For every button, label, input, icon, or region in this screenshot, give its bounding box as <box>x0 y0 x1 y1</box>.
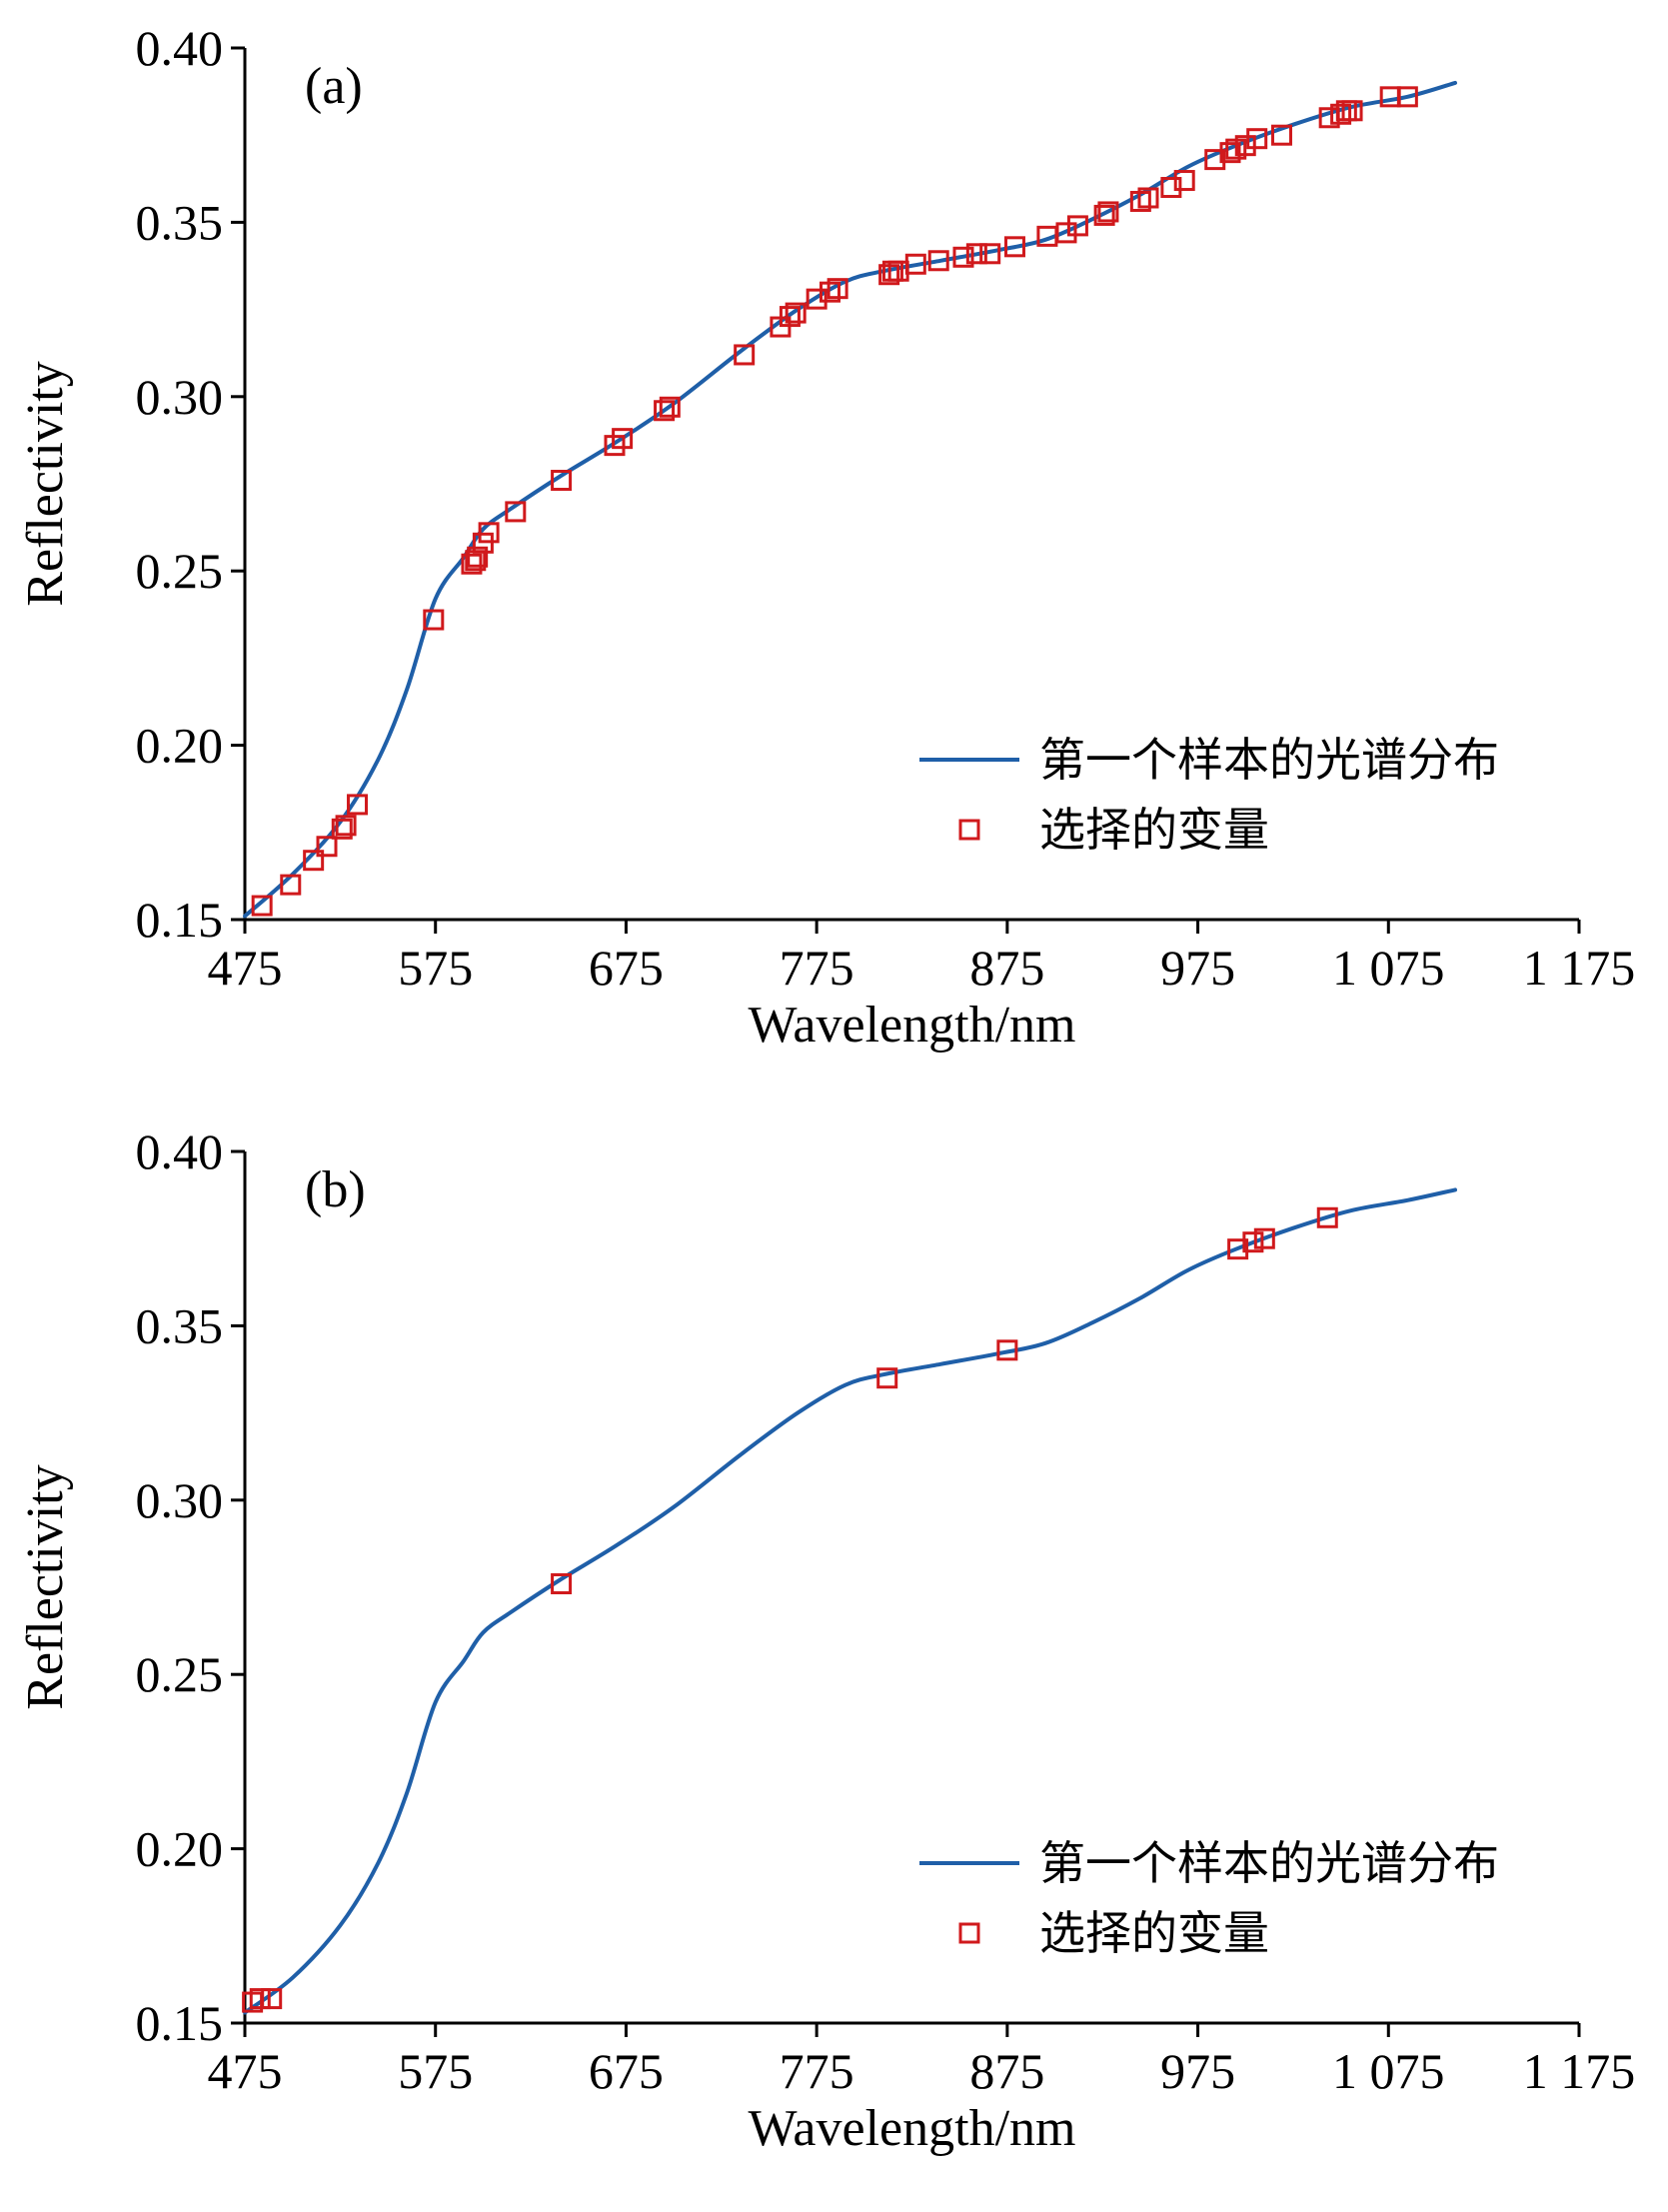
x-tick-label: 475 <box>208 2043 283 2099</box>
selected-variable-marker <box>965 243 987 265</box>
selected-variable-marker <box>316 836 338 858</box>
selected-variable-marker <box>876 1367 898 1389</box>
selected-variable-marker <box>1066 215 1088 237</box>
selected-variable-marker <box>734 344 756 366</box>
selected-variable-marker <box>423 609 445 631</box>
panel-label: (a) <box>305 58 363 115</box>
selected-variable-marker <box>551 1573 573 1595</box>
spectrum-line <box>243 80 1457 919</box>
selected-variable-marker <box>335 815 357 837</box>
x-tick-label: 1 175 <box>1523 940 1636 996</box>
x-tick-label: 1 075 <box>1332 2043 1445 2099</box>
x-tick-label: 1 075 <box>1332 940 1445 996</box>
legend-marker-swatch <box>958 819 980 841</box>
y-tick-label: 0.35 <box>136 1297 224 1353</box>
selected-variable-marker <box>251 895 273 917</box>
selected-variable-marker <box>904 253 926 275</box>
selected-variable-marker <box>1204 149 1226 171</box>
chart-panel-a: 0.15 0.20 0.25 0.30 0.35 0.40 475 575 675 775 875 9… <box>17 20 1635 1054</box>
y-tick-label: 0.40 <box>136 1123 224 1179</box>
legend-label: 选择的变量 <box>1039 803 1269 857</box>
y-tick-label: 0.35 <box>136 194 224 250</box>
y-tick-label: 0.25 <box>136 543 224 599</box>
y-tick-label: 0.30 <box>136 369 224 425</box>
y-tick-label: 0.20 <box>136 1821 224 1877</box>
selected-variable-marker <box>659 396 681 418</box>
selected-variable-marker <box>1341 100 1363 122</box>
selected-variable-marker <box>827 278 848 300</box>
legend-marker-swatch <box>958 1922 980 1944</box>
selected-variable-marker <box>478 522 500 544</box>
y-axis-title: Reflectivity <box>17 361 74 606</box>
x-tick-label: 975 <box>1160 940 1235 996</box>
x-tick-label: 575 <box>398 2043 473 2099</box>
chart-panel-b: 0.15 0.20 0.25 0.30 0.35 0.40 475 575 675 775 875 9… <box>17 1123 1635 2157</box>
y-tick-label: 0.15 <box>136 892 224 948</box>
selected-variable-marker <box>785 302 807 324</box>
spectrum-line <box>243 1187 1457 2015</box>
y-tick-label: 0.15 <box>136 1995 224 2051</box>
x-tick-label: 775 <box>780 2043 854 2099</box>
x-tick-label: 875 <box>969 940 1044 996</box>
selected-variable-marker <box>1173 170 1195 192</box>
selected-variable-marker <box>1253 1227 1275 1249</box>
y-axis-title: Reflectivity <box>17 1464 74 1709</box>
selected-variable-marker <box>1160 177 1182 199</box>
selected-variable-marker <box>551 470 573 492</box>
selected-variable-marker <box>280 874 302 896</box>
selected-variable-marker <box>467 546 489 568</box>
selected-variable-marker <box>249 1988 271 2010</box>
selected-variable-marker <box>1227 1238 1249 1260</box>
selected-variable-marker <box>1234 135 1256 157</box>
y-tick-label: 0.20 <box>136 718 224 774</box>
selected-variable-marker <box>1246 128 1268 150</box>
selected-variable-marker <box>1219 142 1241 164</box>
selected-variable-marker <box>1242 1231 1264 1253</box>
selected-variable-marker <box>1270 124 1292 146</box>
selected-variable-marker <box>996 1339 1018 1361</box>
y-tick-label: 0.25 <box>136 1646 224 1702</box>
selected-variable-marker <box>461 553 483 575</box>
x-tick-label: 675 <box>589 2043 664 2099</box>
panel-label: (b) <box>305 1161 366 1218</box>
x-tick-label: 575 <box>398 940 473 996</box>
selected-variable-marker <box>979 243 1001 265</box>
selected-variable-marker <box>952 246 974 268</box>
x-tick-label: 875 <box>969 2043 1044 2099</box>
selected-variable-marker <box>331 818 353 840</box>
selected-variable-marker <box>347 794 369 816</box>
selected-variable-marker <box>1003 236 1025 258</box>
selected-variable-marker <box>505 501 527 523</box>
selected-variable-marker <box>806 288 828 310</box>
selected-variable-marker <box>654 400 676 422</box>
legend-label: 第一个样本的光谱分布 <box>1039 1836 1499 1890</box>
selected-variable-marker <box>1316 1206 1338 1228</box>
selected-variable-marker <box>927 250 949 272</box>
selected-variable-marker <box>303 850 325 872</box>
selected-variable-marker <box>779 306 801 328</box>
x-tick-label: 675 <box>589 940 664 996</box>
x-tick-label: 775 <box>780 940 854 996</box>
x-axis-title: Wavelength/nm <box>749 997 1076 1054</box>
legend-label: 第一个样本的光谱分布 <box>1039 733 1499 787</box>
y-tick-label: 0.40 <box>136 20 224 76</box>
selected-variable-marker <box>1396 86 1418 108</box>
x-axis-title: Wavelength/nm <box>749 2100 1076 2157</box>
selected-variable-marker <box>1055 222 1077 244</box>
x-tick-label: 475 <box>208 940 283 996</box>
legend-label: 选择的变量 <box>1039 1906 1269 1960</box>
x-tick-label: 975 <box>1160 2043 1235 2099</box>
selected-variable-marker <box>612 428 634 450</box>
selected-variable-marker <box>1330 103 1352 125</box>
x-tick-label: 1 175 <box>1523 2043 1636 2099</box>
selected-variable-marker <box>1093 204 1115 226</box>
selected-variable-marker <box>1137 187 1159 209</box>
y-tick-label: 0.30 <box>136 1472 224 1528</box>
selected-variable-marker <box>1097 201 1119 223</box>
selected-variable-marker <box>261 1988 283 2010</box>
